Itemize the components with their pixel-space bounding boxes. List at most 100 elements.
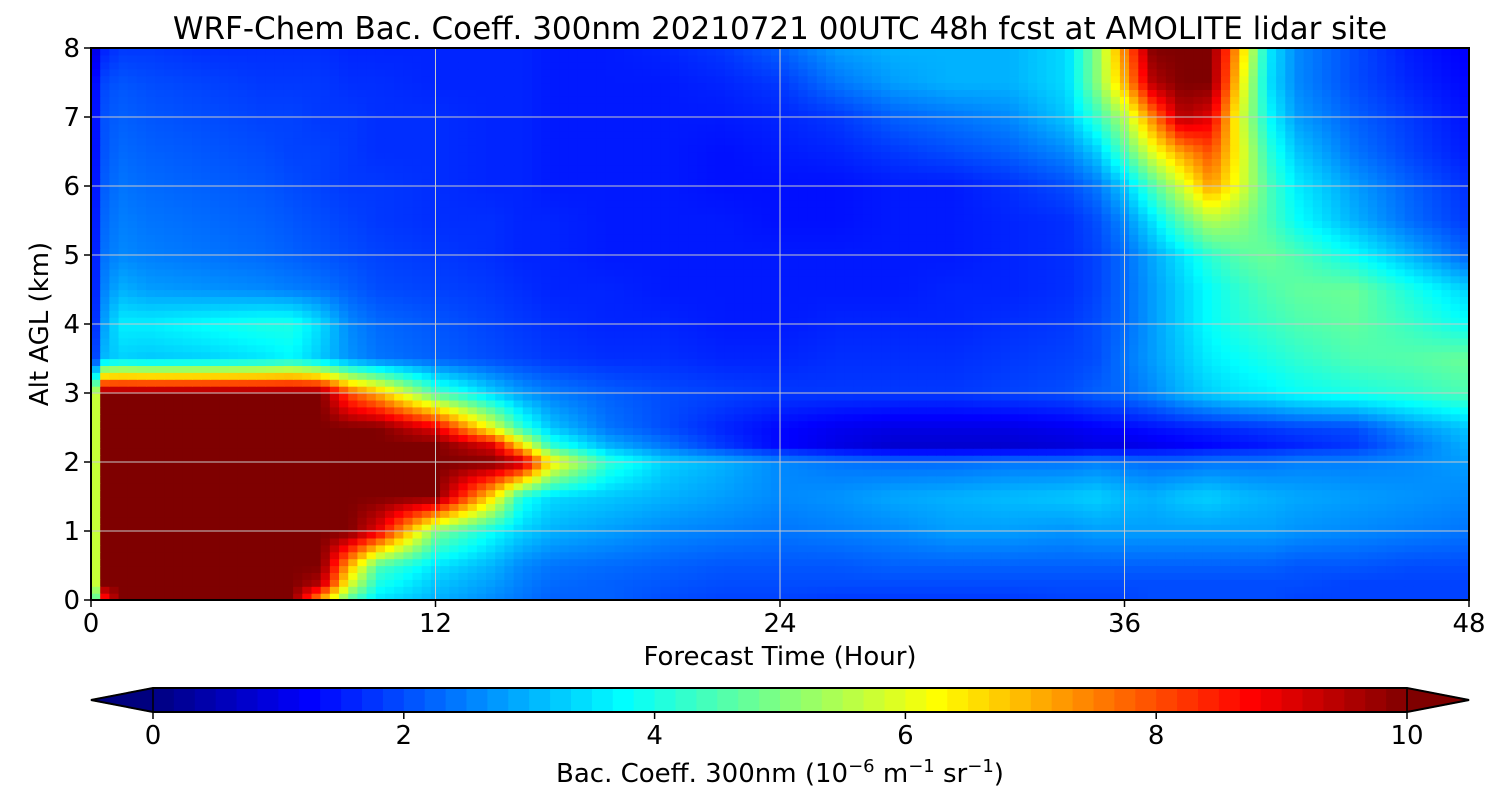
heatmap-cell xyxy=(945,593,956,600)
heatmap-cell xyxy=(173,565,184,573)
heatmap-cell xyxy=(853,517,864,525)
heatmap-cell xyxy=(734,468,744,477)
heatmap-cell xyxy=(642,468,652,477)
heatmap-cell xyxy=(173,475,184,484)
heatmap-cell xyxy=(908,503,919,511)
heatmap-cell xyxy=(991,551,1002,560)
heatmap-cell xyxy=(1441,379,1452,387)
heatmap-cell xyxy=(237,579,248,587)
heatmap-cell xyxy=(899,579,910,587)
heatmap-cell xyxy=(798,593,809,600)
heatmap-cell xyxy=(559,482,570,491)
heatmap-cell xyxy=(1248,537,1259,546)
heatmap-cell xyxy=(871,393,882,401)
heatmap-cell xyxy=(1413,503,1424,511)
heatmap-cell xyxy=(706,558,717,567)
heatmap-cell xyxy=(614,531,625,539)
heatmap-cell xyxy=(835,420,845,429)
heatmap-cell xyxy=(421,489,432,498)
heatmap-cell xyxy=(127,586,138,594)
heatmap-cell xyxy=(1294,406,1305,415)
heatmap-cell xyxy=(1423,572,1433,580)
heatmap-cell xyxy=(605,462,616,470)
heatmap-cell xyxy=(587,579,597,587)
heatmap-cell xyxy=(91,399,101,408)
heatmap-cell xyxy=(293,455,303,463)
heatmap-cell xyxy=(1193,524,1204,532)
heatmap-cell xyxy=(421,393,432,401)
heatmap-cell xyxy=(972,448,983,456)
heatmap-cell xyxy=(881,448,891,456)
heatmap-cell xyxy=(164,393,175,401)
heatmap-cell xyxy=(807,386,818,394)
heatmap-cell xyxy=(247,448,257,456)
heatmap-cell xyxy=(1377,586,1387,594)
heatmap-cell xyxy=(1450,427,1461,435)
heatmap-cell xyxy=(1248,455,1259,463)
heatmap-cell xyxy=(1276,406,1286,415)
heatmap-cell xyxy=(899,399,910,408)
heatmap-cell xyxy=(963,434,974,442)
heatmap-cell xyxy=(421,593,432,600)
heatmap-cell xyxy=(265,434,276,442)
heatmap-cell xyxy=(1312,448,1323,456)
heatmap-cell xyxy=(237,531,248,539)
heatmap-cell xyxy=(807,468,818,477)
heatmap-cell xyxy=(1110,524,1121,532)
heatmap-cell xyxy=(1331,379,1341,387)
heatmap-cell xyxy=(1450,503,1461,511)
heatmap-cell xyxy=(1009,455,1020,463)
heatmap-cell xyxy=(476,427,487,435)
heatmap-cell xyxy=(1202,517,1213,525)
heatmap-cell xyxy=(320,448,331,456)
heatmap-cell xyxy=(1239,468,1250,477)
heatmap-cell xyxy=(118,517,129,525)
heatmap-cell xyxy=(633,517,643,525)
heatmap-cell xyxy=(458,399,469,408)
heatmap-cell xyxy=(302,482,313,491)
heatmap-cell xyxy=(228,475,239,484)
heatmap-cell xyxy=(265,468,276,477)
heatmap-cell xyxy=(1413,593,1424,600)
heatmap-cell xyxy=(853,586,864,594)
heatmap-cell xyxy=(366,544,377,553)
heatmap-cell xyxy=(366,551,377,560)
heatmap-cell xyxy=(283,386,294,394)
heatmap-cell xyxy=(1202,510,1213,518)
heatmap-cell xyxy=(1101,462,1112,470)
heatmap-cell xyxy=(1358,503,1369,511)
heatmap-cell xyxy=(1009,441,1020,449)
heatmap-cell xyxy=(1441,558,1452,567)
heatmap-cell xyxy=(522,399,533,408)
heatmap-cell xyxy=(1432,393,1443,401)
heatmap-cell xyxy=(780,448,790,456)
heatmap-cell xyxy=(1395,420,1406,429)
heatmap-cell xyxy=(1083,558,1093,567)
heatmap-cell xyxy=(605,441,616,449)
heatmap-cell xyxy=(1083,441,1093,449)
heatmap-cell xyxy=(1459,579,1469,587)
heatmap-cell xyxy=(522,524,533,532)
heatmap-cell xyxy=(1220,393,1231,401)
heatmap-cell xyxy=(871,475,882,484)
heatmap-cell xyxy=(1046,413,1057,422)
heatmap-cell xyxy=(991,462,1002,470)
heatmap-cell xyxy=(109,503,120,511)
heatmap-cell xyxy=(1230,413,1240,422)
heatmap-cell xyxy=(136,579,147,587)
heatmap-cell xyxy=(1129,448,1139,456)
heatmap-cell xyxy=(1294,517,1305,525)
heatmap-cell xyxy=(1193,586,1204,594)
heatmap-cell xyxy=(421,399,432,408)
heatmap-cell xyxy=(853,462,864,470)
heatmap-cell xyxy=(678,551,689,560)
heatmap-cell xyxy=(100,448,110,456)
heatmap-cell xyxy=(678,372,689,380)
heatmap-cell xyxy=(633,475,643,484)
heatmap-cell xyxy=(476,441,487,449)
heatmap-cell xyxy=(541,544,551,553)
heatmap-cell xyxy=(283,393,294,401)
heatmap-cell xyxy=(1028,517,1038,525)
heatmap-cell xyxy=(118,558,129,567)
heatmap-cell xyxy=(715,399,726,408)
